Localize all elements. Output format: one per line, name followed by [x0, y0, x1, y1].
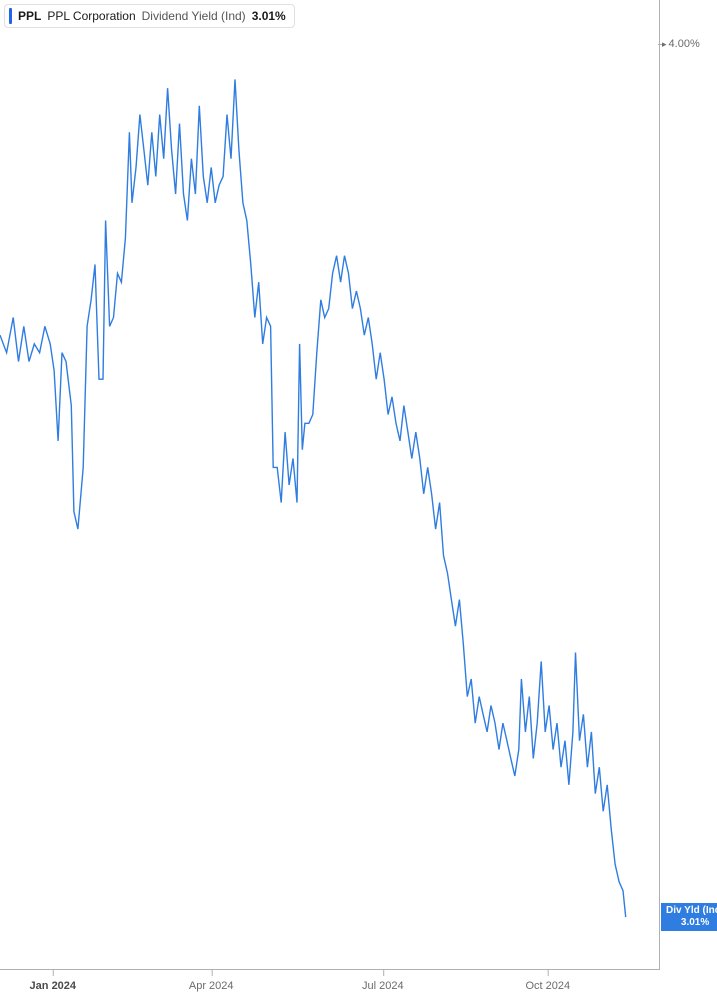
- y-tick-text: 4.00%: [669, 38, 700, 50]
- metric-name: Dividend Yield (Ind): [142, 9, 246, 23]
- x-axis: Jan 2024 Apr 2024 Jul 2024 Oct 2024: [0, 970, 660, 1005]
- tick-arrow-icon: ▸: [662, 39, 667, 50]
- series-header-badge[interactable]: PPL PPL Corporation Dividend Yield (Ind)…: [4, 4, 295, 28]
- line-chart-svg: [0, 0, 660, 970]
- plot-area[interactable]: [0, 0, 660, 970]
- chart-container: PPL PPL Corporation Dividend Yield (Ind)…: [0, 0, 717, 1005]
- x-tick-label: Jul 2024: [362, 970, 404, 992]
- y-tick-label: ▸4.00%: [662, 38, 700, 50]
- series-line: [0, 79, 626, 917]
- x-tick-label: Apr 2024: [189, 970, 234, 992]
- x-tick-label: Jan 2024: [30, 970, 76, 992]
- accent-bar: [9, 8, 12, 24]
- metric-value: 3.01%: [252, 9, 286, 23]
- flag-value: 3.01%: [666, 917, 717, 929]
- x-tick-label: Oct 2024: [525, 970, 570, 992]
- current-value-flag: Div Yld (Ind) 3.01%: [661, 903, 717, 931]
- ticker-symbol: PPL: [18, 9, 41, 23]
- flag-title: Div Yld (Ind): [666, 905, 717, 917]
- company-name: PPL Corporation: [47, 9, 135, 23]
